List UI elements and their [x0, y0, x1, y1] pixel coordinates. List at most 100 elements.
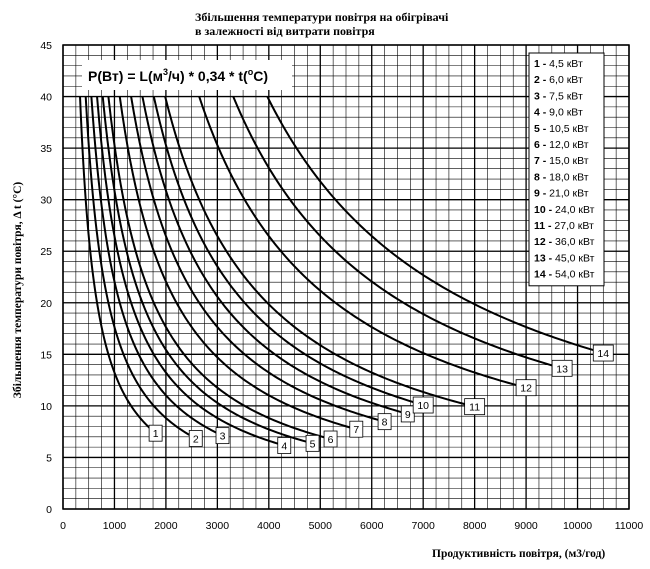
legend-entry-number: 6 -: [534, 139, 547, 151]
curve-4: [96, 96, 285, 447]
formula-middle: /ч) * 0,34 * t(: [168, 68, 248, 84]
legend-entry-number: 8 -: [534, 171, 547, 183]
formula-box-background: [82, 60, 292, 90]
legend-entry-label: 27,0 кВт: [552, 220, 595, 232]
x-tick-label: 2000: [154, 520, 178, 532]
curve-13: [232, 96, 563, 370]
formula-sup-2: o: [248, 67, 254, 77]
legend-entry-label: 45,0 кВт: [552, 252, 595, 264]
ticks: 0 1000 2000 3000 4000 5000 6000 7000 8000 9000 100…: [40, 40, 643, 532]
legend-entry-number: 1 -: [534, 58, 547, 70]
legend-entry-number: 13 -: [534, 252, 553, 264]
y-tick-label: 25: [40, 246, 52, 258]
legend-entry-4: 4 - 9,0 кВт: [534, 107, 583, 119]
legend-entry-number: 9 -: [534, 188, 547, 200]
legend-entry-label: 36,0 кВт: [552, 236, 595, 248]
legend-entry-number: 5 -: [534, 123, 547, 135]
curve-label-text-2: 2: [193, 433, 199, 445]
x-tick-label: 0: [60, 520, 66, 532]
curve-12: [198, 96, 527, 389]
legend-entry-number: 11 -: [534, 220, 552, 232]
curve-label-10: [412, 396, 434, 414]
curve-1: [79, 96, 157, 434]
y-tick-label: 0: [46, 504, 52, 516]
legend-entry-label: 54,0 кВт: [552, 269, 595, 281]
legend-entry-number: 2 -: [534, 74, 547, 86]
curve-10: [152, 96, 424, 406]
y-tick-label: 35: [40, 143, 52, 155]
curve-label-6: [323, 430, 338, 448]
curve-label-8: [377, 413, 392, 431]
chart-title-line-2: в залежності від витрати повітря: [195, 24, 375, 38]
x-tick-label: 10000: [563, 520, 592, 532]
curve-14: [266, 96, 604, 354]
x-tick-label: 11000: [615, 520, 644, 532]
legend-entry-2: 2 - 6,0 кВт: [534, 74, 583, 86]
legend-entry-9: 9 - 21,0 кВт: [534, 188, 589, 200]
curve-5: [101, 96, 313, 445]
y-tick-label: 15: [40, 349, 52, 361]
y-tick-label: 30: [40, 195, 52, 207]
legend-entry-label: 24,0 кВт: [552, 204, 595, 216]
curve-3: [90, 96, 223, 437]
legend-entry-label: 12,0 кВт: [546, 139, 589, 151]
curve-label-12: [515, 379, 537, 397]
curve-label-text-6: 6: [328, 434, 334, 446]
curve-label-11: [464, 398, 486, 416]
curves: [79, 96, 604, 447]
x-tick-label: 4000: [257, 520, 281, 532]
curve-8: [130, 96, 385, 423]
curve-label-text-10: 10: [417, 400, 429, 412]
x-tick-label: 9000: [514, 520, 538, 532]
legend-entry-number: 12 -: [534, 236, 553, 248]
curve-label-text-14: 14: [597, 348, 609, 360]
x-tick-label: 3000: [206, 520, 230, 532]
curve-label-text-11: 11: [469, 402, 480, 414]
legend-entry-number: 3 -: [534, 90, 547, 102]
legend-entry-5: 5 - 10,5 кВт: [534, 123, 589, 135]
curve-label-3: [215, 427, 230, 445]
legend-box: [528, 52, 605, 287]
legend-entry-number: 7 -: [534, 155, 547, 167]
x-tick-label: 6000: [360, 520, 384, 532]
formula-suffix: C): [253, 68, 268, 84]
legend-entry-12: 12 - 36,0 кВт: [534, 236, 595, 248]
curve-6: [107, 96, 331, 440]
formula-prefix: P(Вт) = L(м: [88, 68, 163, 84]
legend-entry-label: 18,0 кВт: [546, 171, 589, 183]
legend-entry-3: 3 - 7,5 кВт: [534, 90, 583, 102]
legend-entry-13: 13 - 45,0 кВт: [534, 252, 595, 264]
formula-sup-1: 3: [163, 67, 168, 77]
legend-entry-label: 21,0 кВт: [546, 188, 589, 200]
chart-title-line-1: Збільшення температури повітря на обігрі…: [195, 10, 449, 24]
y-tick-label: 45: [40, 40, 52, 52]
legend-entry-6: 6 - 12,0 кВт: [534, 139, 589, 151]
curve-11: [164, 96, 475, 408]
legend-entry-label: 9,0 кВт: [546, 107, 583, 119]
curve-label-text-8: 8: [382, 417, 388, 429]
formula-box: P(Вт) = L(м3/ч) * 0,34 * t(oC): [82, 60, 292, 90]
legend-entry-8: 8 - 18,0 кВт: [534, 171, 589, 183]
curve-2: [84, 96, 197, 440]
curve-label-7: [349, 420, 364, 438]
curve-label-5: [305, 434, 320, 452]
y-tick-label: 10: [40, 401, 52, 413]
curve-label-text-3: 3: [220, 431, 226, 443]
curve-label-text-4: 4: [281, 441, 287, 453]
legend-entry-number: 10 -: [534, 204, 553, 216]
curve-label-text-9: 9: [405, 409, 411, 421]
curve-label-4: [277, 437, 292, 454]
legend-entry-11: 11 - 27,0 кВт: [534, 220, 594, 232]
legend-entry-number: 4 -: [534, 107, 547, 119]
legend: 1 - 4,5 кВт 2 - 6,0 кВт 3 - 7,5 кВт 4 - 9,0…: [528, 52, 605, 287]
x-axis-title: Продуктивність повітря, (м3/год): [432, 548, 605, 560]
legend-entry-label: 7,5 кВт: [546, 90, 583, 102]
curve-label-1: [148, 424, 163, 442]
legend-entry-7: 7 - 15,0 кВт: [534, 155, 589, 167]
x-tick-label: 7000: [412, 520, 436, 532]
x-tick-label: 5000: [309, 520, 333, 532]
curve-label-9: [400, 405, 415, 423]
legend-entry-label: 10,5 кВт: [546, 123, 589, 135]
curve-label-text-13: 13: [556, 363, 568, 375]
